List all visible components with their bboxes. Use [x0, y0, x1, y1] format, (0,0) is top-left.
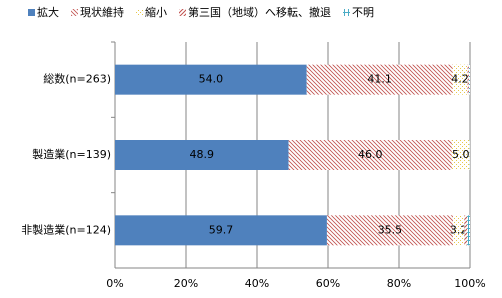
value-label: 5.0 [452, 148, 470, 161]
bar-segment [452, 64, 468, 95]
value-label: 41.1 [367, 73, 392, 86]
bar-segment [288, 140, 452, 170]
legend-swatch [179, 9, 186, 16]
value-label: 54.0 [199, 73, 224, 86]
bar-segment [464, 215, 468, 246]
legend-swatch [136, 9, 143, 16]
legend-label: 現状維持 [80, 5, 124, 19]
bar-segment [452, 215, 465, 246]
legend-swatch [28, 9, 35, 16]
value-label: 48.9 [190, 148, 215, 161]
legend-label: 不明 [352, 6, 374, 19]
x-tick-label: 100% [454, 277, 485, 290]
y-tick-label: 製造業(n=139) [32, 147, 111, 161]
bar-segment [115, 64, 307, 95]
value-label: 3.2 [450, 223, 468, 236]
bar-segment [306, 64, 453, 95]
legend-label: 第三国（地域）へ移転、撤退 [188, 5, 331, 19]
y-tick-label: 非製造業(n=124) [21, 222, 111, 236]
bar-segment [115, 140, 289, 170]
bar-segment [468, 64, 470, 95]
x-tick-label: 80% [387, 277, 411, 290]
legend-label: 拡大 [37, 5, 59, 19]
x-tick-label: 20% [174, 277, 198, 290]
bar-segment [467, 64, 469, 95]
value-label: 4.2 [451, 73, 469, 86]
x-tick-label: 0% [106, 277, 123, 290]
bar-segment [115, 215, 327, 246]
legend-swatch [343, 9, 350, 16]
bar-segment [326, 215, 453, 246]
x-tick-label: 40% [245, 277, 269, 290]
value-label: 46.0 [358, 148, 383, 161]
value-label: 59.7 [209, 223, 234, 236]
legend-swatch [71, 9, 78, 16]
y-tick-label: 総数(n=263) [43, 72, 111, 86]
x-tick-label: 60% [316, 277, 340, 290]
bar-segment [467, 215, 470, 246]
bar-segment [451, 140, 470, 170]
value-label: 35.5 [378, 223, 403, 236]
legend-label: 縮小 [145, 5, 167, 19]
